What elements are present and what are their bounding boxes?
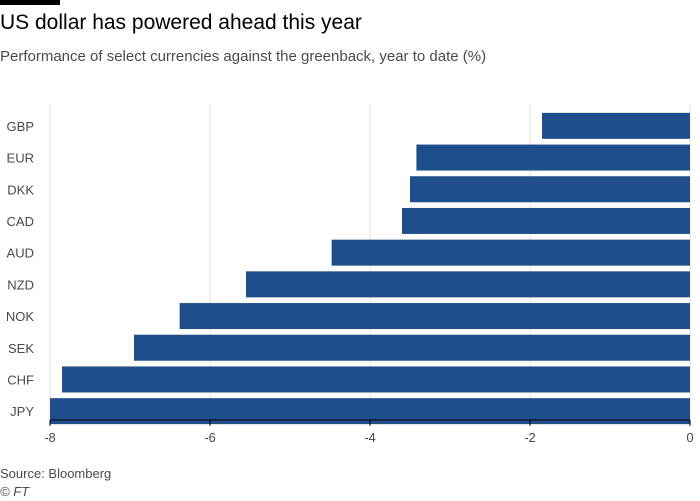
bar-aud: [331, 239, 690, 266]
x-tick-label-3: -2: [524, 430, 536, 445]
category-label-dkk: DKK: [7, 182, 34, 197]
x-tick-label-1: -6: [204, 430, 216, 445]
category-label-nzd: NZD: [7, 277, 34, 292]
chart-title: US dollar has powered ahead this year: [0, 11, 362, 34]
bar-cad: [402, 207, 690, 234]
category-label-chf: CHF: [7, 372, 34, 387]
bar-eur: [416, 144, 690, 171]
category-label-nok: NOK: [6, 309, 35, 324]
bar-chf: [62, 366, 690, 393]
copyright-note: © FT: [0, 484, 30, 499]
source-note: Source: Bloomberg: [0, 466, 112, 481]
chart-subtitle: Performance of select currencies against…: [0, 48, 487, 65]
category-label-aud: AUD: [7, 246, 34, 261]
bar-chart: GBP EUR DKK CAD AUD NZD NOK SEK CHF JPY -8 -6 -4 -2 0: [6, 105, 694, 445]
category-label-gbp: GBP: [7, 119, 34, 134]
category-label-jpy: JPY: [10, 404, 34, 419]
bar-gbp: [542, 112, 690, 139]
x-tick-label-0: -8: [44, 430, 56, 445]
x-tick-label-2: -4: [364, 430, 376, 445]
category-label-eur: EUR: [7, 151, 34, 166]
bar-nzd: [246, 271, 690, 298]
category-label-sek: SEK: [8, 341, 34, 356]
header-rule: [0, 0, 60, 5]
category-label-cad: CAD: [7, 214, 34, 229]
bar-nok: [179, 303, 690, 330]
bar-dkk: [410, 176, 690, 203]
bar-sek: [134, 334, 690, 361]
x-tick-label-4: 0: [686, 430, 693, 445]
